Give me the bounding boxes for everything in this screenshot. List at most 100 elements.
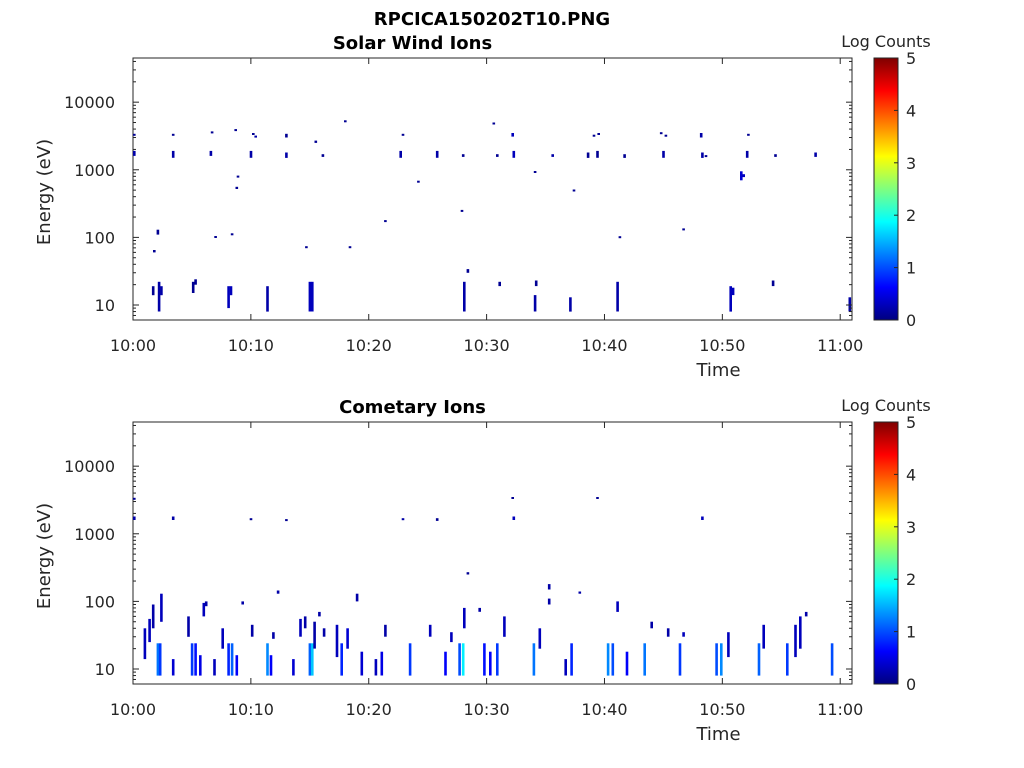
heatmap-cell [727,632,730,658]
heatmap-cell [143,628,147,660]
heatmap-cell [380,651,384,676]
heatmap-cell [236,175,240,178]
heatmap-cell [512,150,516,158]
heatmap-cell [221,628,224,649]
heatmap-cell [285,519,288,522]
panel-title: Solar Wind Ions [333,33,492,54]
heatmap-cell [512,516,516,520]
heatmap-cell [592,134,596,137]
heatmap-cell [435,518,439,521]
heatmap-cell [229,286,233,296]
heatmap-cell [340,643,343,676]
heatmap-cell [156,229,160,235]
colorbar: Log Counts 0 1 2 3 4 5 [841,32,931,330]
heatmap-cell [745,150,749,158]
heatmap-cell [209,150,213,156]
heatmap-cell [534,280,538,287]
heatmap-cell [444,651,447,676]
plot-area [132,421,853,685]
heatmap-cell [318,611,321,617]
heatmap-cell [266,643,269,676]
heatmap-cell [158,643,162,676]
heatmap-cell [401,133,405,136]
heatmap-cells [133,497,834,676]
heatmap-cell [623,154,626,158]
heatmap-cell [348,246,352,249]
heatmap-cell [214,236,217,238]
heatmap-cell [272,632,275,639]
heatmap-cell [249,150,253,158]
heatmap-cell [489,651,492,676]
heatmap-cell [570,643,573,676]
heatmap-cell [250,624,254,637]
x-tick-label: 10:40 [581,336,627,355]
heatmap-cell [659,132,663,135]
heatmap-cell [496,643,499,676]
panel-solar-wind: 10:00 10:10 10:20 10:30 10:40 10:50 11:0010100… [34,32,931,381]
heatmap-cell [848,297,852,312]
heatmap-cell [511,497,514,499]
heatmap-cell [133,516,136,520]
heatmap-cell [682,632,685,637]
heatmap-cell [547,598,551,605]
y-tick-label: 1000 [74,161,115,180]
colorbar: Log Counts 0 1 2 3 4 5 [841,396,931,694]
heatmap-cell [153,250,156,253]
heatmap-cell [538,628,542,649]
heatmap-cell [151,604,155,629]
heatmap-cell [478,607,481,612]
y-tick-label: 10000 [64,93,115,112]
heatmap-cell [458,643,461,676]
y-axis-label: Energy (eV) [34,139,55,245]
heatmap-cell [305,246,308,249]
heatmap-cell [715,643,718,676]
heatmap-cell [729,286,732,312]
colorbar-gradient [873,57,899,321]
colorbar-tick-label: 3 [906,154,916,173]
heatmap-cell [533,295,537,312]
colorbar-tick-label: 1 [906,259,916,278]
heatmap-cell [314,140,318,143]
heatmap-cell [299,618,302,637]
heatmap-cell [664,134,668,137]
heatmap-cell [740,171,743,181]
heatmap-cell [171,150,175,158]
heatmap-cell [160,286,163,296]
heatmap-cell [308,281,312,312]
heatmap-cell [252,133,255,135]
heatmap-cell [213,659,216,676]
heatmap-cell [171,133,175,136]
heatmap-cell [596,150,599,158]
heatmap-cell [774,154,777,157]
heatmap-cell [322,628,326,637]
x-axis-label: Time [695,724,740,745]
heatmap-cell [794,624,797,658]
heatmap-cell [804,611,808,617]
heatmap-cell [463,281,466,312]
heatmap-cell [269,655,273,676]
heatmap-cell [461,154,465,157]
heatmap-cell [662,150,665,158]
heatmap-cell [202,602,206,617]
x-tick-label: 11:00 [817,700,863,719]
heatmap-cell [227,286,230,309]
heatmap-cell [597,133,600,135]
x-tick-label: 10:50 [699,700,745,719]
heatmap-cell [762,624,765,649]
heatmap-cell [643,643,646,676]
heatmap-cell [303,616,307,629]
heatmap-cell [133,150,136,156]
heatmap-cell [311,281,314,312]
heatmap-cell [532,643,536,676]
heatmap-cell [466,269,470,273]
colorbar-tick-label: 2 [906,206,916,225]
y-tick-label: 10000 [64,457,115,476]
heatmap-cell [374,659,378,676]
heatmap-cell [492,122,496,125]
heatmap-cell [285,133,288,138]
y-tick-label: 10 [95,660,115,679]
heatmap-cell [187,616,190,637]
heatmap-cell [496,154,499,157]
heatmap-cell [408,643,412,676]
